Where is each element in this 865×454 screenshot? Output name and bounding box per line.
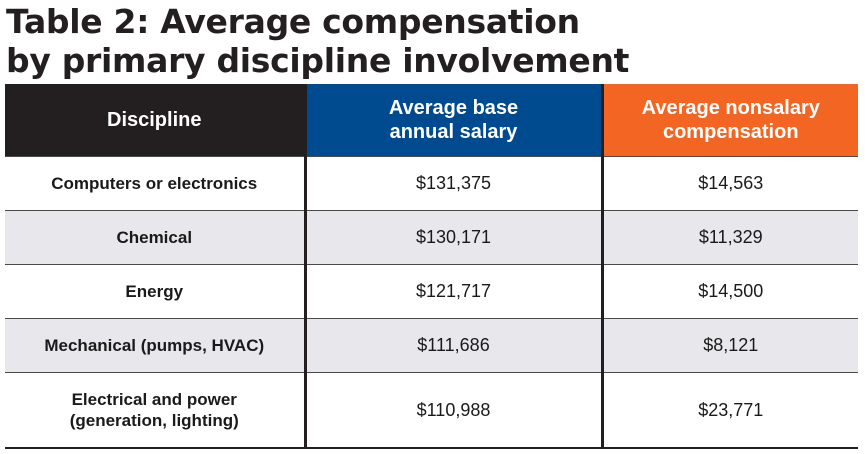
base-salary-cell: $131,375 — [303, 156, 602, 211]
discipline-cell: Energy — [5, 264, 305, 319]
table-row: Chemical $130,171 $11,329 — [5, 210, 858, 265]
nonsalary-cell: $11,329 — [600, 210, 858, 265]
compensation-table: Discipline Average base annual salary Av… — [5, 84, 858, 449]
header-nonsalary-line-1: Average nonsalary — [641, 97, 820, 119]
header-base-line-2: annual salary — [389, 121, 518, 143]
discipline-line-1: Electrical and power — [71, 390, 237, 409]
discipline-cell: Chemical — [5, 210, 305, 265]
discipline-line-2: (generation, lighting) — [69, 411, 239, 430]
table-row: Computers or electronics $131,375 $14,56… — [5, 156, 858, 211]
discipline-cell: Mechanical (pumps, HVAC) — [5, 318, 305, 373]
table-row: Electrical and power (generation, lighti… — [5, 372, 858, 449]
header-nonsalary: Average nonsalary compensation — [600, 84, 858, 157]
table-row: Mechanical (pumps, HVAC) $111,686 $8,121 — [5, 318, 858, 373]
title-line-2: by primary discipline involvement — [6, 41, 630, 80]
header-discipline: Discipline — [5, 84, 305, 157]
base-salary-cell: $110,988 — [303, 372, 602, 449]
base-salary-cell: $130,171 — [303, 210, 602, 265]
nonsalary-cell: $14,563 — [600, 156, 858, 211]
title-line-1: Table 2: Average compensation — [6, 2, 580, 41]
header-base-line-1: Average base — [388, 97, 519, 119]
table-title: Table 2: Average compensation by primary… — [6, 2, 629, 80]
base-salary-cell: $111,686 — [303, 318, 602, 373]
header-nonsalary-line-2: compensation — [662, 121, 799, 143]
nonsalary-cell: $14,500 — [600, 264, 858, 319]
header-base-salary: Average base annual salary — [303, 84, 602, 157]
discipline-cell: Electrical and power (generation, lighti… — [5, 372, 305, 449]
header-row: Discipline Average base annual salary Av… — [5, 84, 858, 157]
base-salary-cell: $121,717 — [303, 264, 602, 319]
nonsalary-cell: $23,771 — [600, 372, 858, 449]
discipline-cell: Computers or electronics — [5, 156, 305, 211]
table-row: Energy $121,717 $14,500 — [5, 264, 858, 319]
nonsalary-cell: $8,121 — [600, 318, 858, 373]
